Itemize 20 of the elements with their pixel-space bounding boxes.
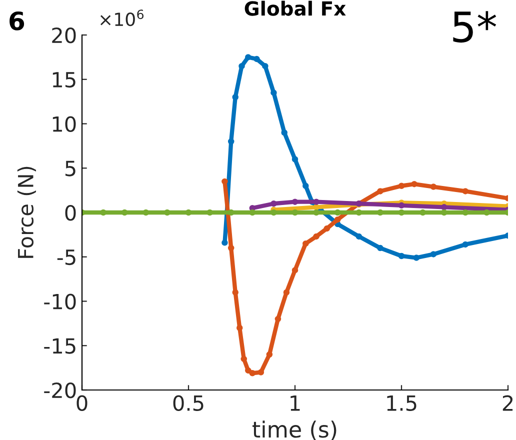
chart-title: Global Fx	[244, 0, 346, 16]
y-tick-label: -15	[44, 338, 76, 354]
x-tick-label: 0.5	[173, 395, 204, 411]
y-tick-label: 15	[52, 72, 76, 88]
y-tick-label: 5	[65, 160, 76, 176]
y-tick-label: 10	[52, 116, 76, 132]
y-tick-label: -10	[44, 294, 76, 310]
y-tick-label: 20	[52, 27, 76, 44]
y-tick-label: -5	[57, 250, 76, 266]
y-axis-title: Force (N)	[17, 166, 36, 258]
x-tick-label: 0	[76, 395, 88, 411]
x-tick-label: 2	[502, 395, 513, 411]
annotation: 5*	[453, 11, 496, 43]
text: 6	[10, 11, 24, 30]
x-axis-title: time (s)	[252, 420, 336, 440]
text: ×10$^{6}$	[100, 10, 144, 26]
y-tick-label: 0	[65, 204, 76, 221]
x-tick-label: 1	[290, 396, 300, 411]
x-tick-label: 1.5	[387, 396, 416, 411]
y-tick-label: -20	[44, 382, 76, 398]
